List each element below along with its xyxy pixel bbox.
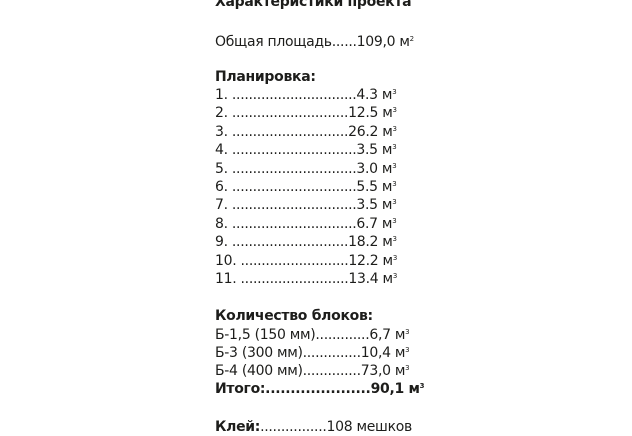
- unit-exponent: 3: [392, 253, 397, 262]
- unit-exponent: 3: [392, 180, 397, 188]
- unit-exponent: 3: [419, 382, 425, 390]
- block-item-text: Б-4 (400 мм)..............73,0 м: [215, 363, 406, 379]
- blocks-total: Итого:.....................90,1 м3: [215, 380, 424, 398]
- layout-item: 2. ............................12.5 м3: [215, 104, 397, 122]
- layout-item-text: 9. ............................18.2 м: [215, 234, 393, 251]
- unit-exponent: 2: [409, 35, 414, 43]
- unit-exponent: 3: [392, 198, 397, 207]
- blocks-heading: Количество блоков:: [215, 308, 373, 324]
- unit-exponent: 3: [392, 161, 397, 170]
- block-item: Б-1,5 (150 мм).............6,7 м3: [215, 326, 410, 344]
- layout-item: 1. ..............................4.3 м3: [215, 86, 397, 104]
- layout-item-text: 8. ..............................6.7 м: [215, 215, 393, 232]
- layout-heading: Планировка:: [215, 69, 316, 85]
- unit-exponent: 3: [392, 235, 397, 244]
- unit-exponent: 3: [392, 216, 397, 225]
- layout-item-text: 2. ............................12.5 м: [215, 105, 393, 122]
- unit-exponent: 3: [392, 143, 397, 152]
- block-item-text: Б-1,5 (150 мм).............6,7 м: [215, 327, 406, 343]
- layout-item: 3. ............................26.2 м3: [215, 123, 397, 141]
- unit-exponent: 3: [392, 124, 397, 133]
- unit-exponent: 3: [392, 88, 397, 96]
- layout-item-text: 6. ..............................5.5 м: [215, 179, 393, 195]
- layout-item: 4. ..............................3.5 м3: [215, 141, 397, 159]
- unit-exponent: 3: [405, 328, 410, 336]
- total-area: Общая площадь......109,0 м2: [215, 33, 414, 51]
- glue-value: ................108 мешков: [260, 419, 412, 435]
- layout-item-text: 3. ............................26.2 м: [215, 123, 393, 140]
- layout-item-text: 1. ..............................4.3 м: [215, 87, 393, 103]
- layout-item: 8. ..............................6.7 м3: [215, 215, 397, 233]
- blocks-total-text: Итого:.....................90,1 м: [215, 381, 420, 397]
- layout-item: 9. ............................18.2 м3: [215, 233, 397, 251]
- layout-item-text: 4. ..............................3.5 м: [215, 142, 393, 159]
- layout-item: 11. ..........................13.4 м3: [215, 270, 397, 288]
- block-item: Б-3 (300 мм)..............10,4 м3: [215, 344, 410, 362]
- page-title: Характеристики проекта: [215, 0, 412, 10]
- layout-item: 10. ..........................12.2 м3: [215, 252, 397, 270]
- unit-exponent: 3: [405, 364, 410, 372]
- total-area-text: Общая площадь......109,0 м: [215, 34, 410, 50]
- block-item-text: Б-3 (300 мм)..............10,4 м: [215, 345, 406, 361]
- layout-item-text: 10. ..........................12.2 м: [215, 252, 393, 269]
- layout-item-text: 11. ..........................13.4 м: [215, 271, 393, 287]
- layout-item: 7. ..............................3.5 м3: [215, 196, 397, 214]
- layout-item: 6. ..............................5.5 м3: [215, 178, 397, 196]
- glue-label: Клей:: [215, 419, 261, 435]
- unit-exponent: 3: [392, 106, 397, 115]
- layout-item-text: 5. ..............................3.0 м: [215, 160, 393, 177]
- block-item: Б-4 (400 мм)..............73,0 м3: [215, 362, 410, 380]
- unit-exponent: 3: [392, 272, 397, 280]
- layout-item-text: 7. ..............................3.5 м: [215, 197, 393, 214]
- glue-line: Клей:................108 мешков: [215, 418, 412, 436]
- layout-item: 5. ..............................3.0 м3: [215, 160, 397, 178]
- unit-exponent: 3: [405, 346, 410, 354]
